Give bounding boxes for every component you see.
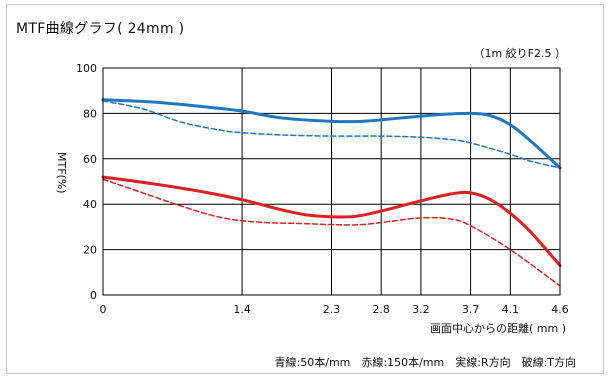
x-tick-label: 4.6 [551, 303, 569, 316]
y-tick-label: 20 [83, 244, 97, 257]
x-axis-label: 画面中心からの距離( mm ) [429, 322, 566, 335]
series-group [101, 98, 562, 287]
y-tick-label: 0 [90, 289, 97, 302]
chart-title: MTF曲線グラフ( 24mm ) [16, 21, 185, 37]
tick-labels: 0 20 40 60 80 100 0 1.4 2.3 2.8 3.2 3.7 4.1 4.6 [76, 62, 569, 316]
y-tick-label: 60 [83, 153, 97, 166]
x-tick-label: 2.8 [372, 303, 390, 316]
legend-note: 青線:50本/mm 赤線:150本/mm 実線:R方向 破線:T方向 [274, 356, 576, 369]
series-red-dashed [102, 178, 561, 287]
x-tick-label: 3.2 [412, 303, 430, 316]
x-tick-label: 2.3 [323, 303, 341, 316]
series-blue-solid [101, 98, 562, 170]
x-tick-label: 3.7 [462, 303, 480, 316]
x-tick-label: 4.1 [502, 303, 520, 316]
series-red-solid [101, 175, 562, 267]
x-tick-label: 0 [100, 303, 107, 316]
y-tick-label: 40 [83, 198, 97, 211]
y-tick-label: 100 [76, 62, 97, 75]
chart-subtitle: （1m 絞りF2.5 ） [473, 47, 566, 60]
grid [102, 67, 561, 296]
series-blue-dashed [102, 100, 561, 169]
x-tick-label: 1.4 [233, 303, 251, 316]
chart-frame [6, 4, 604, 374]
plot-border [102, 67, 561, 296]
y-tick-label: 80 [83, 107, 97, 120]
y-axis-label: MTF(%) [55, 152, 68, 194]
